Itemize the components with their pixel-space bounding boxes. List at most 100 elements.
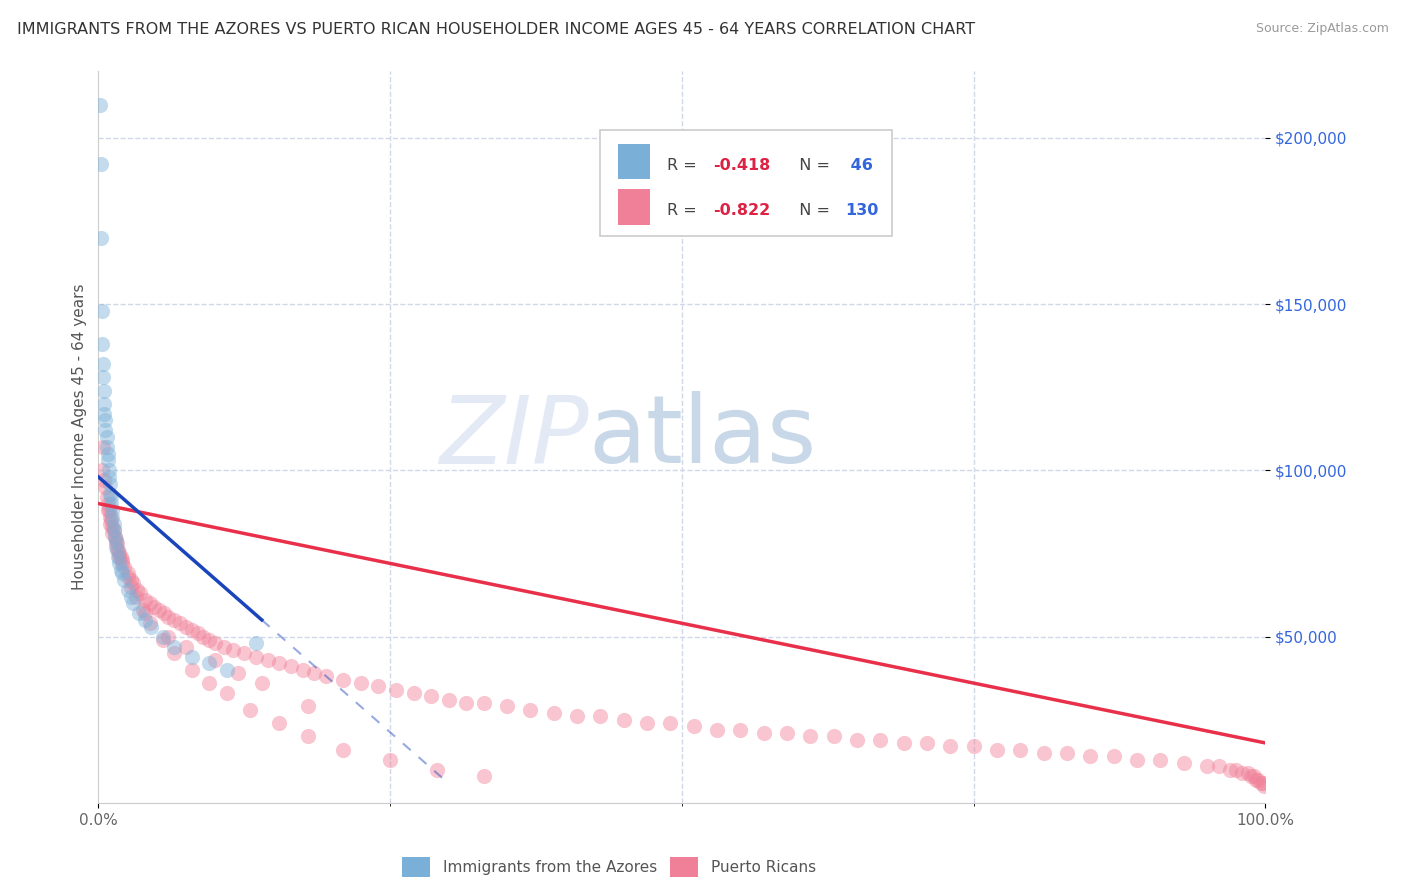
- Point: [519, 703, 541, 717]
- Point: [1219, 763, 1241, 777]
- Point: [221, 643, 243, 657]
- Point: [152, 632, 174, 647]
- Point: [636, 716, 658, 731]
- Point: [157, 630, 180, 644]
- Point: [454, 696, 477, 710]
- Point: [1102, 749, 1125, 764]
- Point: [437, 692, 460, 706]
- Text: R =: R =: [666, 203, 702, 218]
- Point: [148, 603, 170, 617]
- Point: [214, 640, 236, 654]
- Text: ZIP: ZIP: [439, 392, 589, 483]
- FancyBboxPatch shape: [402, 857, 430, 878]
- Y-axis label: Householder Income Ages 45 - 64 years: Householder Income Ages 45 - 64 years: [72, 284, 87, 591]
- Point: [93, 384, 115, 398]
- Point: [543, 706, 565, 720]
- Point: [100, 497, 122, 511]
- Point: [163, 646, 186, 660]
- Point: [110, 563, 132, 577]
- Point: [198, 632, 221, 647]
- Point: [846, 732, 869, 747]
- Point: [91, 440, 114, 454]
- Text: 46: 46: [845, 158, 873, 173]
- Point: [380, 753, 402, 767]
- Point: [91, 357, 114, 371]
- Point: [297, 729, 319, 743]
- Point: [1240, 769, 1263, 783]
- Point: [939, 739, 962, 754]
- Point: [117, 566, 139, 581]
- Point: [134, 613, 156, 627]
- Point: [94, 413, 117, 427]
- Point: [90, 337, 112, 351]
- Point: [297, 699, 319, 714]
- Point: [1243, 769, 1265, 783]
- Point: [100, 490, 122, 504]
- Point: [1032, 746, 1054, 760]
- Point: [104, 533, 127, 548]
- Point: [1010, 742, 1032, 756]
- Point: [169, 616, 191, 631]
- Point: [117, 570, 139, 584]
- Point: [1080, 749, 1102, 764]
- Point: [893, 736, 915, 750]
- Point: [1195, 759, 1218, 773]
- Point: [104, 530, 127, 544]
- FancyBboxPatch shape: [617, 145, 651, 179]
- Point: [163, 640, 186, 654]
- Point: [752, 726, 775, 740]
- Point: [239, 703, 262, 717]
- Point: [193, 630, 215, 644]
- Point: [269, 656, 291, 670]
- Point: [986, 742, 1008, 756]
- Text: Source: ZipAtlas.com: Source: ZipAtlas.com: [1256, 22, 1389, 36]
- Point: [1173, 756, 1195, 770]
- Point: [180, 663, 202, 677]
- Point: [315, 669, 337, 683]
- Point: [706, 723, 728, 737]
- Point: [420, 690, 443, 704]
- Point: [90, 303, 112, 318]
- Point: [105, 536, 128, 550]
- Point: [89, 97, 111, 112]
- Point: [120, 573, 142, 587]
- Point: [104, 540, 127, 554]
- Text: N =: N =: [789, 203, 835, 218]
- Point: [125, 582, 148, 597]
- Point: [98, 476, 121, 491]
- Point: [152, 630, 174, 644]
- Point: [426, 763, 449, 777]
- Point: [104, 536, 127, 550]
- Point: [98, 486, 121, 500]
- Point: [1250, 776, 1272, 790]
- Point: [402, 686, 425, 700]
- Point: [107, 543, 129, 558]
- Point: [97, 463, 120, 477]
- Text: -0.822: -0.822: [713, 203, 770, 218]
- Text: 130: 130: [845, 203, 879, 218]
- Point: [139, 596, 162, 610]
- Point: [111, 557, 134, 571]
- Point: [94, 424, 117, 438]
- Point: [1126, 753, 1149, 767]
- Point: [117, 582, 139, 597]
- Point: [93, 397, 115, 411]
- Point: [111, 566, 134, 581]
- Point: [139, 616, 162, 631]
- Point: [101, 503, 124, 517]
- Text: Puerto Ricans: Puerto Ricans: [711, 860, 817, 875]
- Point: [385, 682, 408, 697]
- Point: [1237, 765, 1260, 780]
- Point: [96, 440, 118, 454]
- Point: [101, 520, 124, 534]
- Point: [233, 646, 256, 660]
- Point: [776, 726, 799, 740]
- Point: [112, 559, 135, 574]
- Point: [215, 663, 238, 677]
- Point: [1149, 753, 1171, 767]
- Point: [108, 549, 131, 564]
- Point: [204, 653, 226, 667]
- Point: [245, 636, 267, 650]
- Point: [280, 659, 302, 673]
- Point: [93, 473, 115, 487]
